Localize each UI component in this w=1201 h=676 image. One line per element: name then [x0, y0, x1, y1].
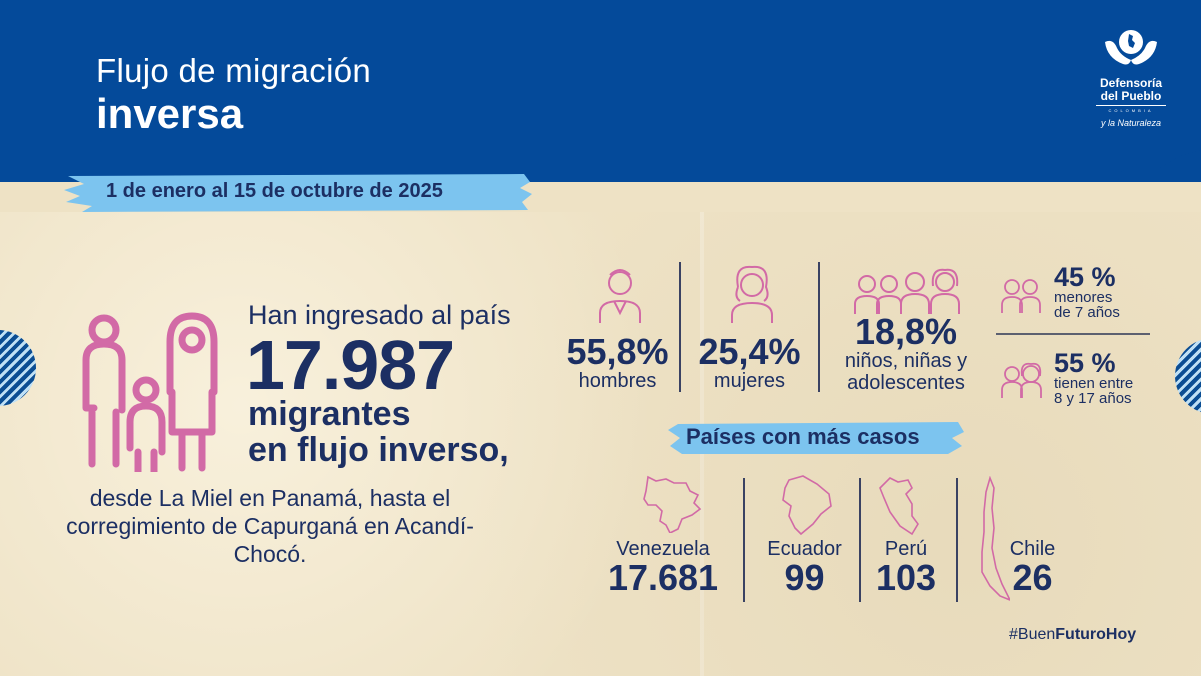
- torn-edge-shape: [0, 0, 1201, 182]
- date-range: 1 de enero al 15 de octubre de 2025: [106, 180, 443, 202]
- divider: [743, 478, 745, 602]
- migrants-label: migrantes en flujo inverso,: [248, 395, 509, 469]
- intro-text: Han ingresado al país: [248, 300, 511, 330]
- total-migrants: 17.987: [246, 326, 455, 404]
- man-icon: [599, 269, 641, 323]
- page-title-line1: Flujo de migración: [96, 52, 372, 89]
- teenagers-icon: [1001, 362, 1042, 398]
- divider: [679, 262, 681, 392]
- family-icon: [82, 312, 218, 472]
- hands-globe-icon: [1105, 30, 1157, 65]
- header-banner: [0, 0, 1201, 200]
- defensoria-logo: Defensoría del Pueblo COLOMBIA y la Natur…: [1086, 28, 1176, 128]
- ecuador-map-icon: [782, 475, 832, 536]
- countries-title: Países con más casos: [686, 424, 920, 449]
- divider: [956, 478, 958, 602]
- country-ecuador: Ecuador 99: [767, 538, 842, 598]
- peru-map-icon: [879, 477, 919, 536]
- stat-under-7: 45 % menores de 7 años: [1054, 262, 1120, 321]
- stat-men: 55,8% hombres: [566, 331, 669, 393]
- divider: [996, 333, 1150, 335]
- woman-icon: [731, 265, 773, 323]
- stat-8-to-17: 55 % tienen entre 8 y 17 años: [1054, 348, 1134, 407]
- route-description: desde La Miel en Panamá, hasta el correg…: [66, 485, 474, 567]
- logo-name: Defensoría del Pueblo: [1099, 76, 1163, 103]
- countries-brush-strip: [668, 422, 964, 454]
- date-brush-strip: [64, 174, 532, 212]
- divider: [859, 478, 861, 602]
- logo-tagline: y la Naturaleza: [1100, 118, 1162, 128]
- stat-children: 18,8% niños, niñas y adolescentes: [844, 311, 968, 395]
- stat-women: 25,4% mujeres: [698, 331, 801, 393]
- country-venezuela: Venezuela 17.681: [607, 538, 719, 598]
- young-children-icon: [1001, 279, 1041, 313]
- chile-map-icon: [981, 476, 1010, 601]
- divider: [818, 262, 820, 392]
- logo-country: COLOMBIA: [1096, 105, 1166, 113]
- country-chile: Chile 26: [1009, 538, 1056, 598]
- page-title-line2: inversa: [96, 90, 244, 137]
- country-peru: Perú 103: [875, 538, 937, 598]
- hashtag: #BuenFuturoHoy: [1009, 626, 1137, 643]
- children-group-icon: [854, 268, 960, 314]
- venezuela-map-icon: [643, 475, 702, 533]
